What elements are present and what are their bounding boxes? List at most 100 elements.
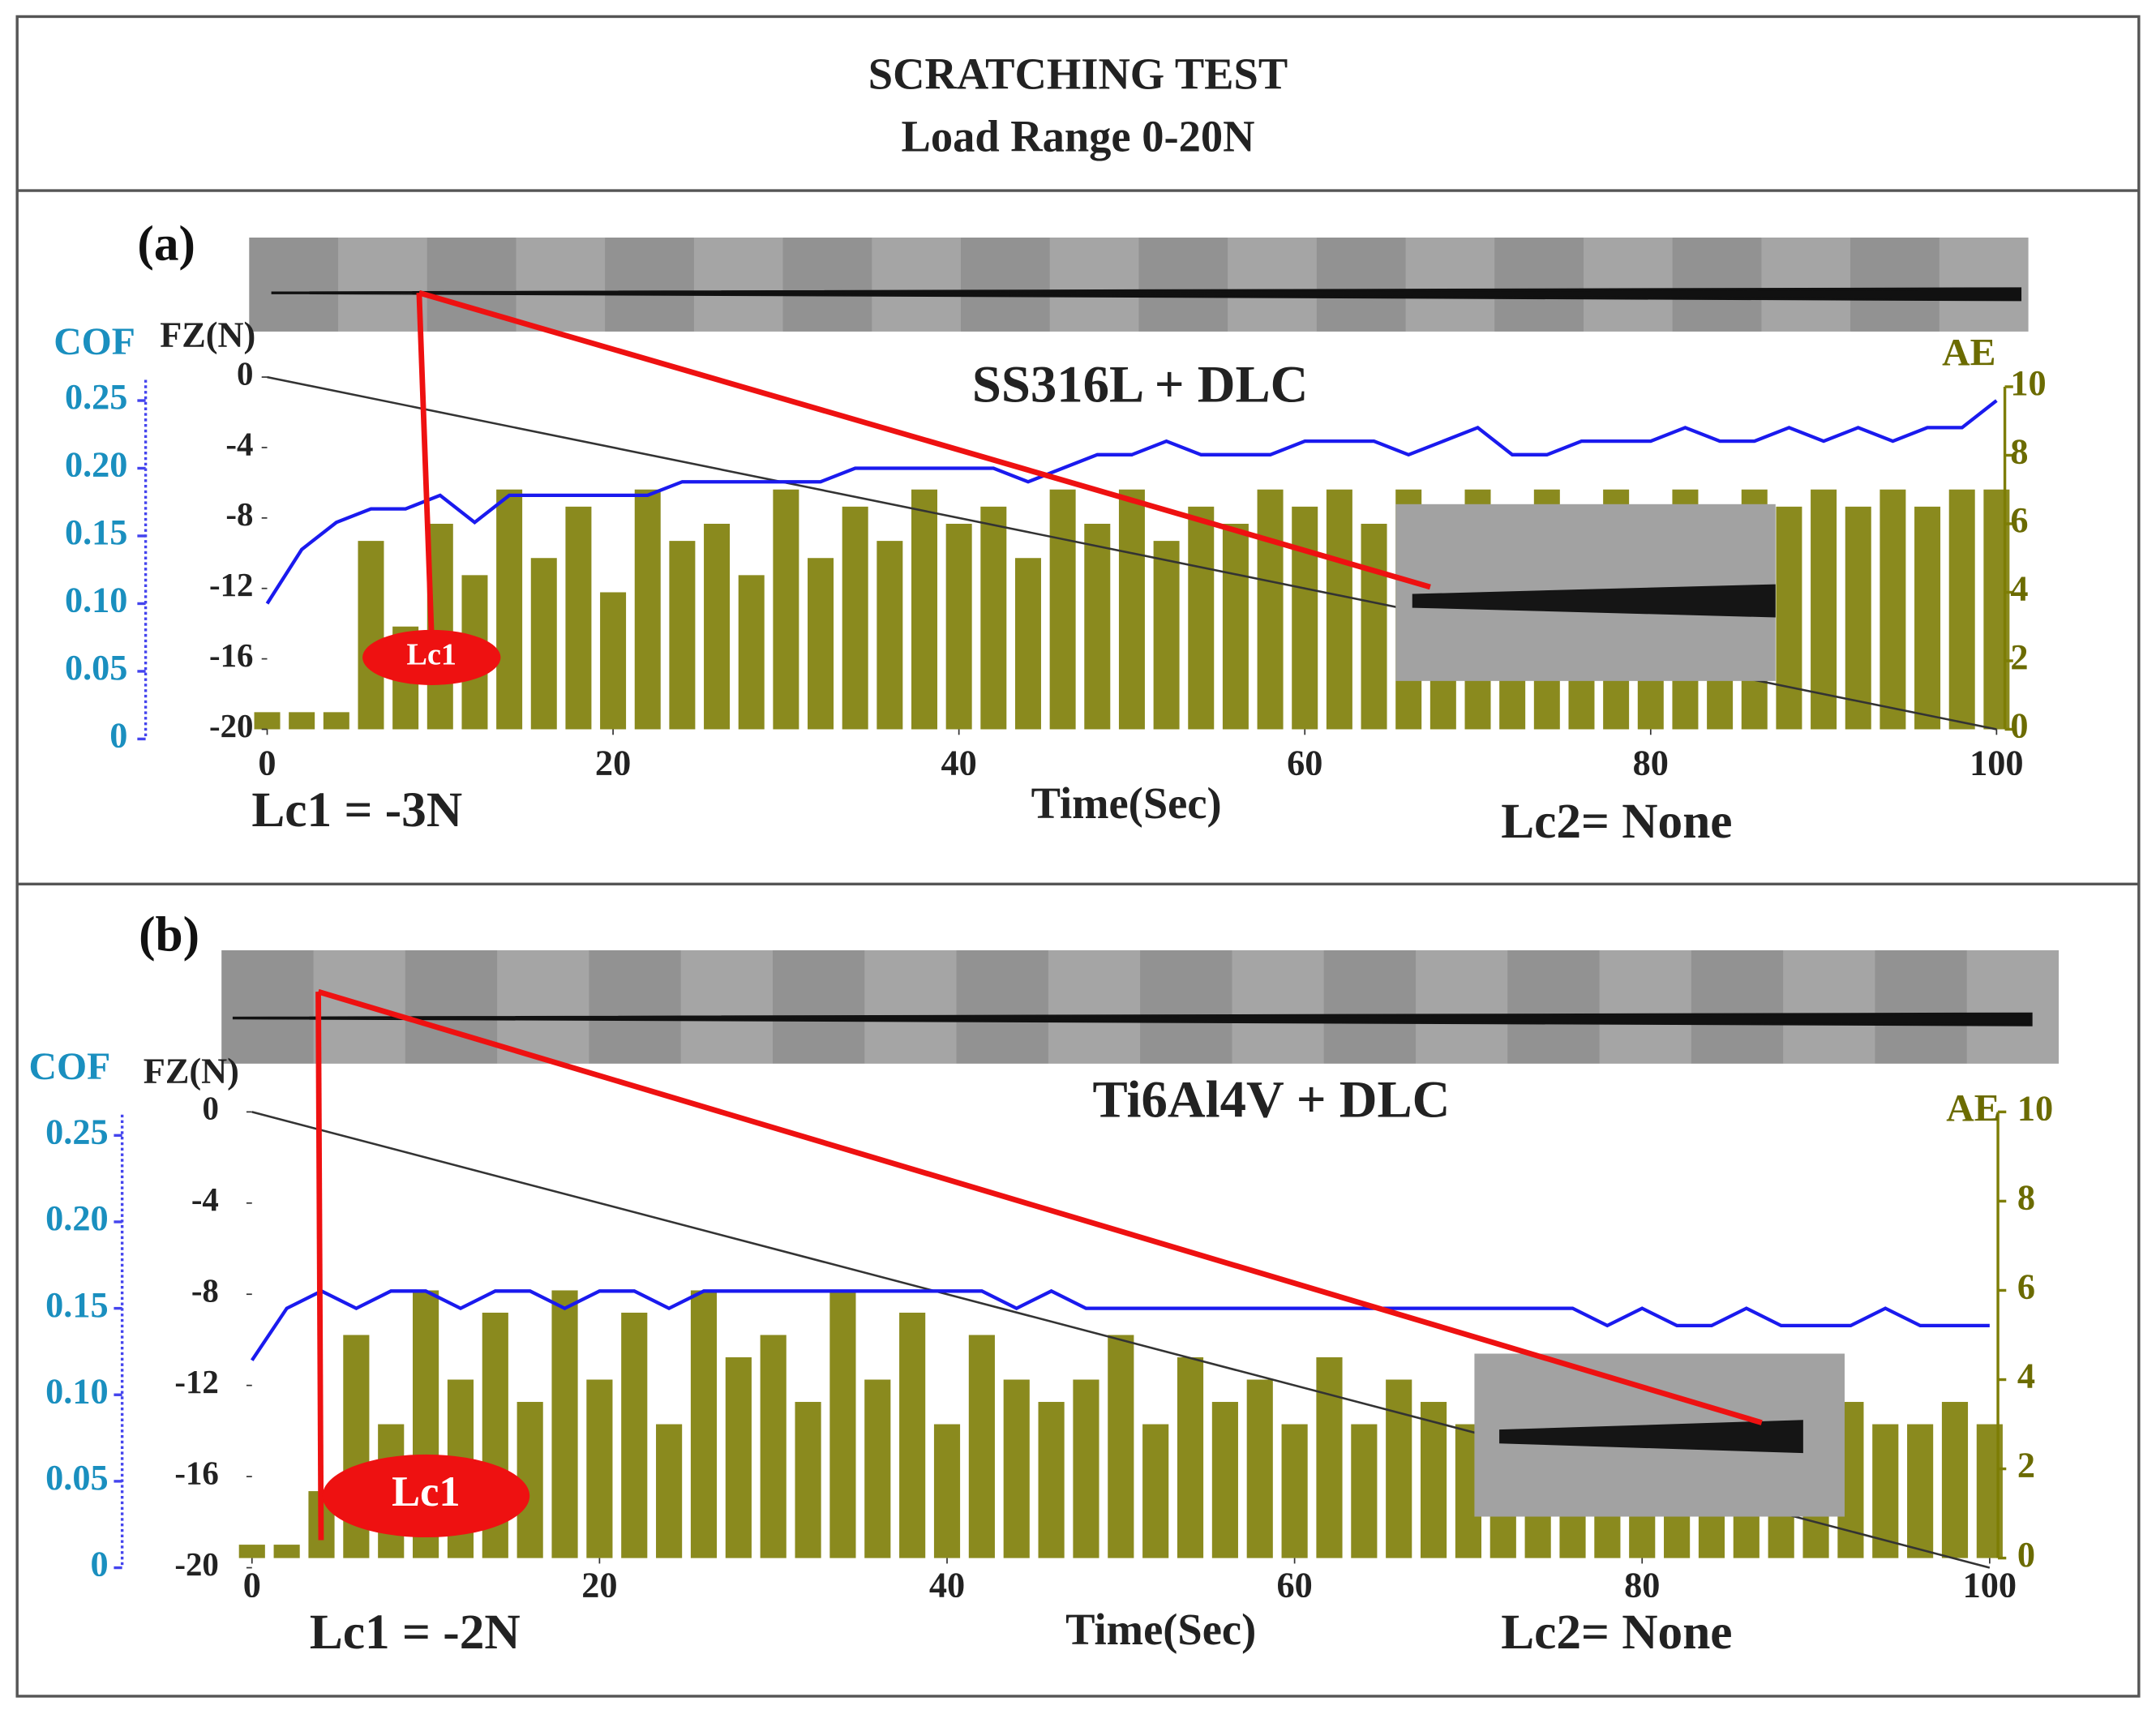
scratch-tile	[1316, 238, 1406, 332]
y-tick-label: -16	[174, 1455, 219, 1491]
y3-label: COF	[54, 321, 135, 363]
x-tick-label: 60	[1287, 744, 1322, 783]
scratch-tile	[1875, 950, 1967, 1064]
scratch-tile	[1138, 238, 1228, 332]
scratch-tile	[1049, 238, 1139, 332]
chart-title: Ti6Al4V + DLC	[1093, 1071, 1451, 1129]
ae-bar	[1880, 489, 1906, 730]
ae-bar	[795, 1402, 821, 1558]
y-tick-label: -4	[225, 426, 253, 462]
scratch-tile	[1507, 950, 1600, 1064]
y2-tick-label: 2	[2017, 1446, 2035, 1485]
ae-bar	[773, 489, 799, 730]
ae-bar	[1003, 1379, 1030, 1558]
ae-bar	[842, 506, 868, 730]
ae-bar	[1361, 523, 1387, 730]
x-tick-label: 0	[243, 1565, 261, 1605]
ae-bar	[656, 1424, 683, 1558]
ae-bar	[1257, 489, 1284, 730]
scratch-tile	[589, 950, 681, 1064]
ae-bar	[1326, 489, 1352, 730]
ae-bar	[1776, 506, 1802, 730]
y3-tick-label: 0	[90, 1545, 108, 1584]
y3-tick-label: 0.05	[45, 1458, 109, 1498]
scratch-tile	[1966, 950, 2060, 1064]
ae-bar	[289, 712, 315, 730]
scratch-tile	[864, 950, 957, 1064]
ae-bar	[1073, 1379, 1099, 1558]
ae-bar	[1142, 1424, 1169, 1558]
ae-bar	[864, 1379, 891, 1558]
scratch-tile	[961, 238, 1050, 332]
y-tick-label: -20	[209, 708, 254, 744]
annotation: Lc1 = -2N	[310, 1605, 521, 1660]
ae-bar	[1281, 1424, 1308, 1558]
y2-tick-label: 4	[2017, 1356, 2035, 1396]
ae-bar	[1386, 1379, 1412, 1558]
scratch-tile	[1939, 238, 2029, 332]
y2-label: AE	[1942, 332, 1995, 374]
ae-bar	[1246, 1379, 1273, 1558]
ae-bar	[1038, 1402, 1065, 1558]
ae-bar	[968, 1335, 995, 1558]
y2-tick-label: 6	[2017, 1267, 2035, 1307]
ae-bar	[530, 558, 557, 730]
header-subtitle: Load Range 0-20N	[901, 111, 1254, 161]
scratch-tile	[1140, 950, 1232, 1064]
callout-line	[317, 988, 1763, 1425]
scratch-tile	[956, 950, 1048, 1064]
scratch-tile	[782, 238, 872, 332]
lc1-label: Lc1	[392, 1468, 460, 1515]
scratch-tile	[605, 238, 694, 332]
ae-bar	[1948, 489, 1975, 730]
y-tick-label: -12	[174, 1364, 219, 1400]
scratch-tile	[1416, 950, 1508, 1064]
ae-bar	[1118, 489, 1145, 730]
y-tick-label: 0	[202, 1091, 218, 1127]
scratch-tile	[1761, 238, 1851, 332]
y-tick-label: -8	[191, 1273, 219, 1309]
y2-tick-label: 2	[2010, 637, 2028, 677]
y-tick-label: -16	[209, 637, 254, 674]
ae-bar	[899, 1312, 926, 1558]
y-tick-label: -12	[209, 567, 254, 603]
annotation: Lc2= None	[1501, 794, 1732, 849]
scratch-tile	[1850, 238, 1940, 332]
ae-bar	[1177, 1356, 1204, 1558]
x-tick-label: 100	[1970, 744, 2023, 783]
x-tick-label: 0	[258, 744, 276, 783]
scratch-tile	[1584, 238, 1673, 332]
y2-tick-label: 8	[2017, 1178, 2035, 1218]
ae-bar	[1014, 558, 1041, 730]
header-title: SCRATCHING TEST	[868, 49, 1288, 99]
x-tick-label: 20	[595, 744, 631, 783]
ae-bar	[586, 1379, 613, 1558]
ae-bar	[690, 1290, 718, 1558]
y-tick-label: -8	[225, 496, 253, 533]
scratch-tile	[872, 238, 962, 332]
lc1-label: Lc1	[407, 638, 456, 672]
scratch-tile	[1405, 238, 1495, 332]
y3-tick-label: 0.25	[45, 1112, 109, 1151]
y3-tick-label: 0.20	[65, 445, 128, 485]
scratch-track	[271, 287, 2022, 302]
ae-bar	[565, 506, 592, 730]
y3-tick-label: 0.10	[45, 1371, 109, 1411]
scratch-tile	[1232, 950, 1324, 1064]
ae-bar	[760, 1335, 787, 1558]
y2-tick-label: 10	[2010, 363, 2046, 403]
ae-bar	[1108, 1335, 1134, 1558]
ae-bar	[933, 1424, 961, 1558]
scratch-tile	[1672, 238, 1762, 332]
ae-bar	[634, 489, 661, 730]
scratch-tile	[1323, 950, 1417, 1064]
ae-bar	[1222, 523, 1249, 730]
y3-label: COF	[29, 1046, 111, 1088]
ae-bar	[1811, 489, 1837, 730]
ae-bar	[725, 1356, 752, 1558]
y-tick-label: 0	[237, 355, 253, 392]
ae-bar	[1845, 506, 1871, 730]
ae-bar	[1188, 506, 1215, 730]
x-tick-label: 40	[929, 1565, 965, 1605]
